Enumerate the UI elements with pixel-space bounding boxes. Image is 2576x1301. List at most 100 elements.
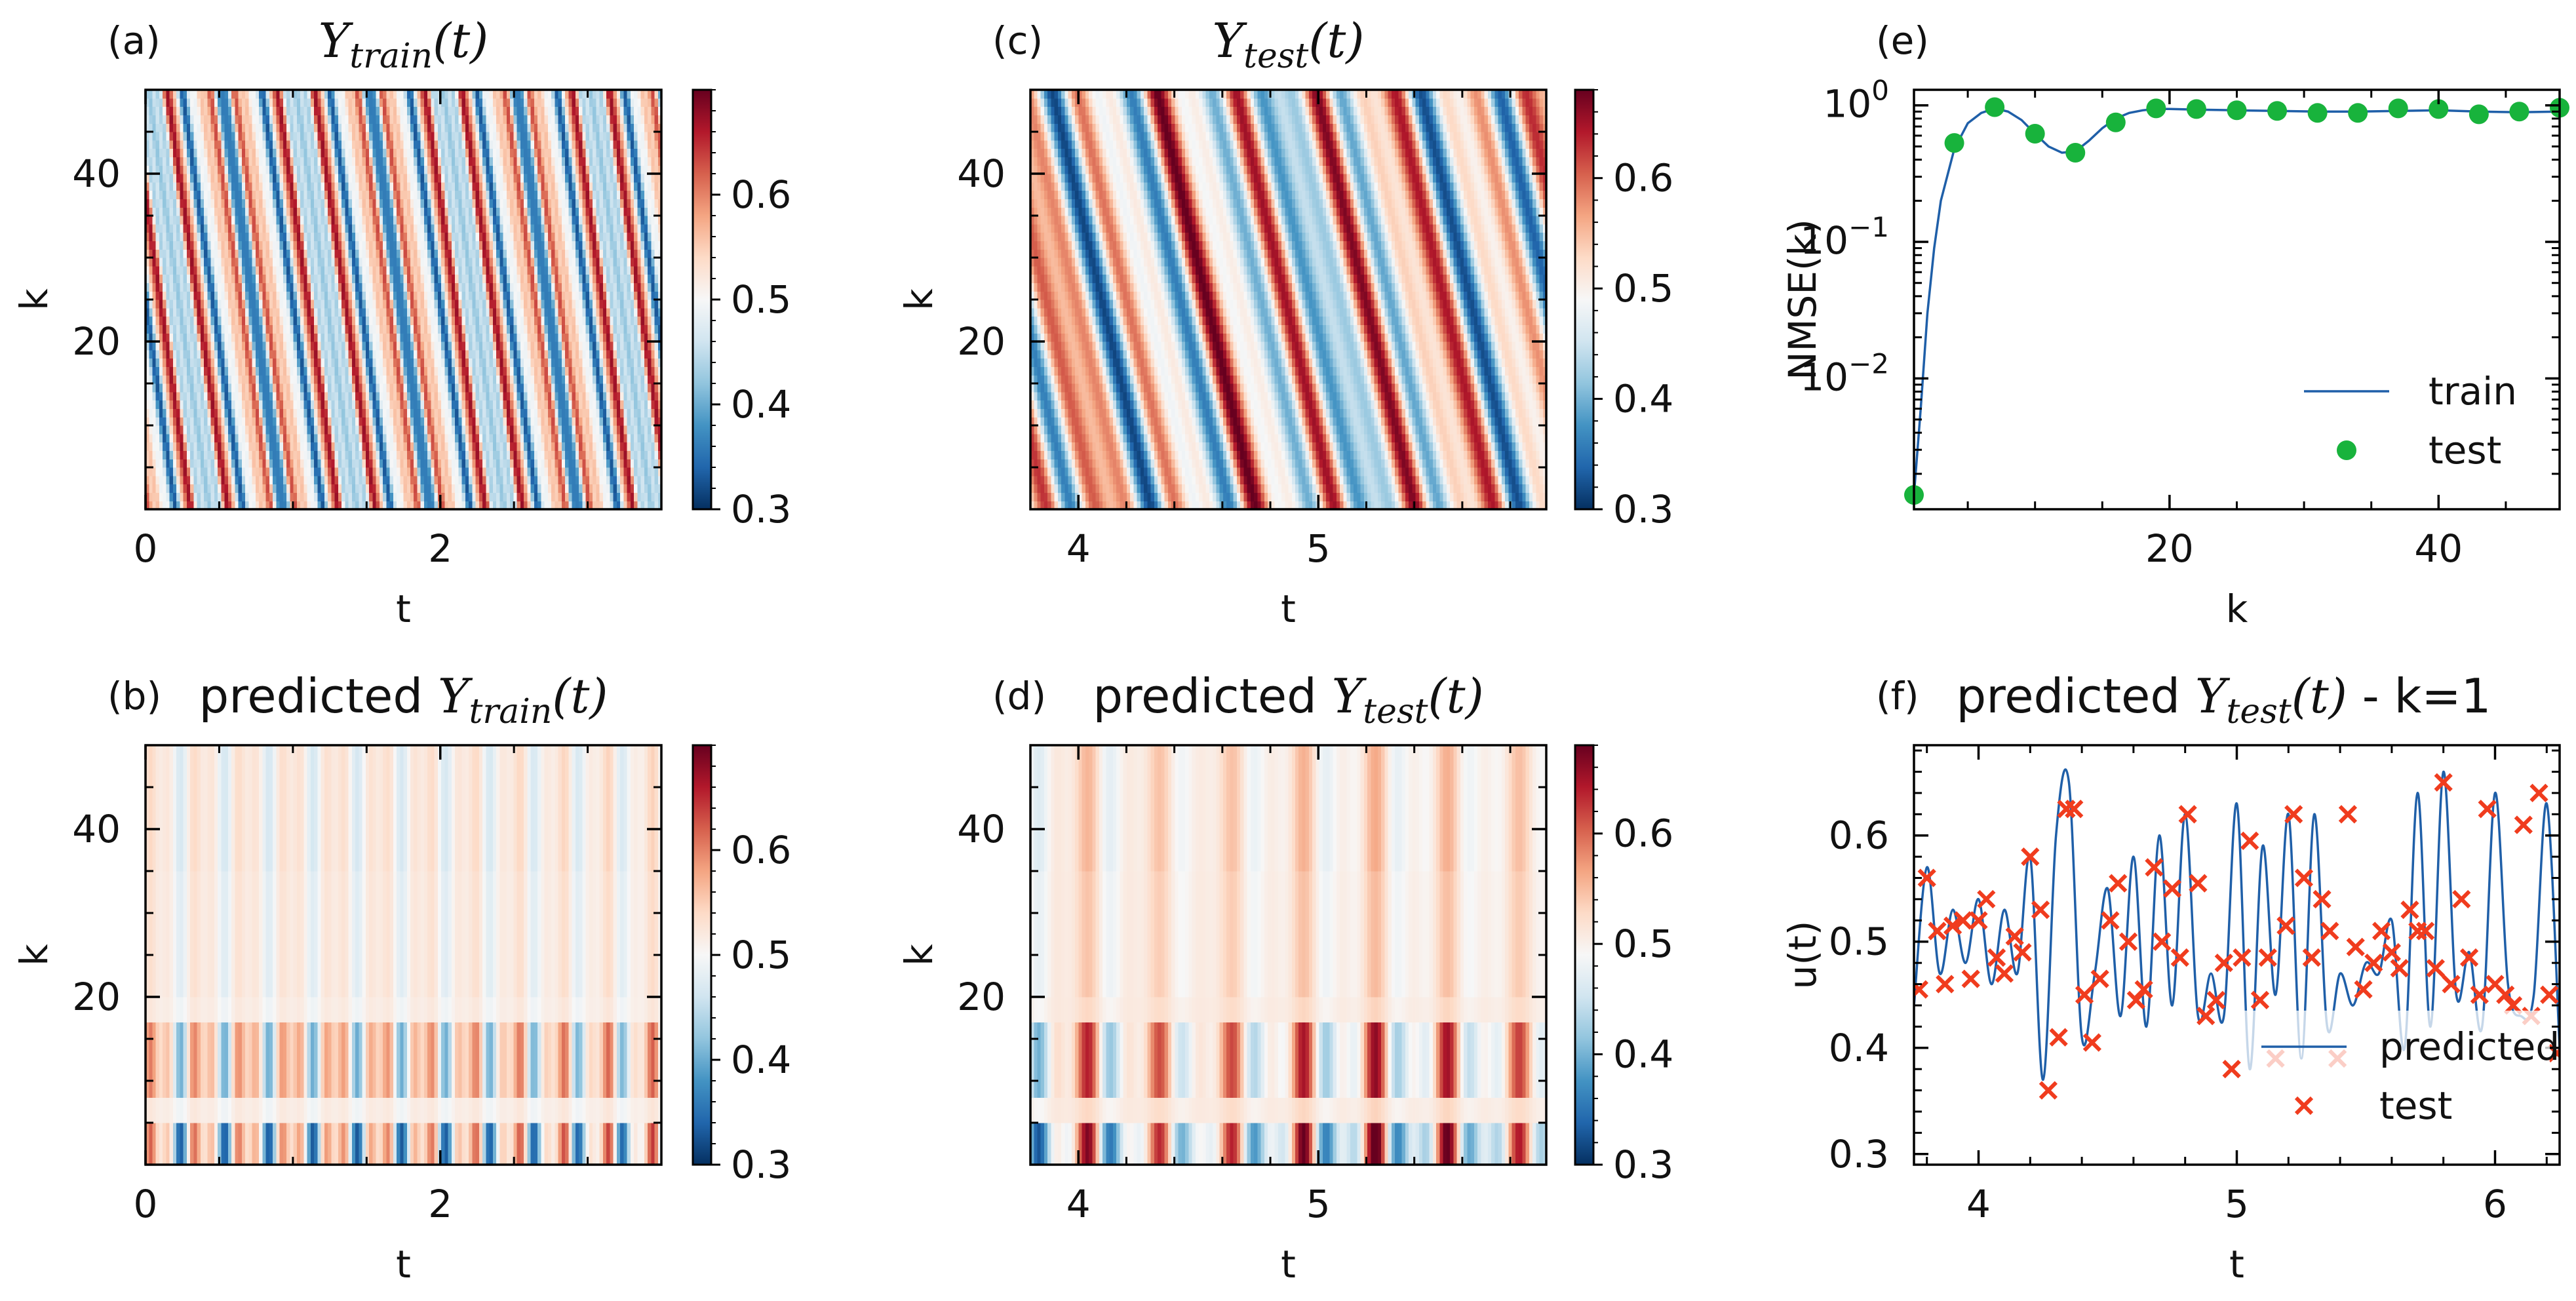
heatmap-cell xyxy=(431,417,435,425)
heatmap-cell xyxy=(228,333,232,341)
heatmap-cell xyxy=(493,434,497,442)
heatmap-cell xyxy=(517,366,521,375)
heatmap-cell xyxy=(455,476,459,484)
heatmap-cell xyxy=(431,350,435,359)
heatmap-cell xyxy=(634,459,638,467)
heatmap-cell xyxy=(345,317,349,325)
heatmap-cell xyxy=(152,408,156,417)
heatmap-cell xyxy=(380,450,383,459)
heatmap-cell xyxy=(407,350,411,359)
heatmap-cell xyxy=(407,333,411,341)
heatmap-cell xyxy=(276,492,280,501)
heatmap-cell xyxy=(455,450,459,459)
heatmap-cell xyxy=(545,350,549,359)
heatmap-cell xyxy=(290,383,294,392)
heatmap-cell xyxy=(462,308,466,317)
heatmap-cell xyxy=(579,317,583,325)
heatmap-cell xyxy=(448,417,452,425)
heatmap-cell xyxy=(173,484,177,493)
heatmap-cell xyxy=(458,359,462,367)
heatmap-cell xyxy=(493,308,497,317)
heatmap-cell xyxy=(176,484,180,493)
heatmap-cell xyxy=(479,400,483,409)
heatmap-cell xyxy=(438,375,442,383)
heatmap-cell xyxy=(479,383,483,392)
heatmap-cell xyxy=(496,308,500,317)
heatmap-cell xyxy=(262,375,266,383)
heatmap-cell xyxy=(349,408,353,417)
heatmap-cell xyxy=(228,291,232,300)
heatmap-cell xyxy=(555,467,558,476)
heatmap-cell xyxy=(558,317,562,325)
heatmap-cell xyxy=(193,492,197,501)
heatmap-cell xyxy=(441,359,445,367)
heatmap-cell xyxy=(193,375,197,383)
heatmap-cell xyxy=(193,366,197,375)
heatmap-cell xyxy=(197,467,201,476)
heatmap-cell xyxy=(627,375,631,383)
heatmap-cell xyxy=(524,476,528,484)
heatmap-cell xyxy=(311,317,315,325)
heatmap-cell xyxy=(568,476,572,484)
heatmap-cell xyxy=(207,492,211,501)
heatmap-cell xyxy=(579,408,583,417)
heatmap-cell xyxy=(259,442,263,451)
heatmap-cell xyxy=(427,467,431,476)
heatmap-cell xyxy=(524,459,528,467)
heatmap-cell xyxy=(201,375,205,383)
heatmap-cell xyxy=(280,291,284,300)
heatmap-cell xyxy=(303,341,307,350)
heatmap-cell xyxy=(266,333,270,341)
heatmap-cell xyxy=(170,333,174,341)
heatmap-cell xyxy=(407,359,411,367)
heatmap-cell xyxy=(376,450,380,459)
heatmap-cell xyxy=(462,333,466,341)
heatmap-cell xyxy=(369,476,373,484)
heatmap-cell xyxy=(576,467,579,476)
heatmap-cell xyxy=(180,392,184,400)
heatmap-cell xyxy=(537,400,541,409)
heatmap-cell xyxy=(410,308,414,317)
heatmap-cell xyxy=(513,341,517,350)
heatmap-cell xyxy=(297,408,301,417)
heatmap-cell xyxy=(414,484,418,493)
heatmap-cell xyxy=(259,459,263,467)
heatmap-cell xyxy=(345,300,349,308)
heatmap-cell xyxy=(252,383,256,392)
heatmap-cell xyxy=(349,324,353,333)
heatmap-cell xyxy=(355,476,359,484)
heatmap-cell xyxy=(290,324,294,333)
heatmap-cell xyxy=(235,442,239,451)
heatmap-cell xyxy=(184,317,187,325)
heatmap-cell xyxy=(259,492,263,501)
heatmap-cell xyxy=(648,392,652,400)
heatmap-cell xyxy=(600,308,604,317)
heatmap-cell xyxy=(593,476,596,484)
heatmap-cell xyxy=(493,317,497,325)
heatmap-cell xyxy=(383,484,387,493)
heatmap-cell xyxy=(297,350,301,359)
heatmap-cell xyxy=(593,366,596,375)
heatmap-cell xyxy=(397,400,400,409)
heatmap-cell xyxy=(338,400,342,409)
heatmap-cell xyxy=(163,459,166,467)
heatmap-cell xyxy=(197,484,201,493)
heatmap-cell xyxy=(407,450,411,459)
heatmap-cell xyxy=(465,341,469,350)
heatmap-cell xyxy=(376,366,380,375)
heatmap-cell xyxy=(555,366,558,375)
heatmap-cell xyxy=(307,434,311,442)
heatmap-cell xyxy=(404,467,408,476)
heatmap-cell xyxy=(286,450,290,459)
heatmap-cell xyxy=(541,467,545,476)
heatmap-cell xyxy=(184,434,187,442)
heatmap-cell xyxy=(170,308,174,317)
heatmap-cell xyxy=(390,324,394,333)
heatmap-cell xyxy=(424,359,428,367)
heatmap-cell xyxy=(637,333,641,341)
heatmap-cell xyxy=(214,359,218,367)
heatmap-cell xyxy=(342,341,345,350)
heatmap-cell xyxy=(603,308,607,317)
heatmap-cell xyxy=(369,333,373,341)
